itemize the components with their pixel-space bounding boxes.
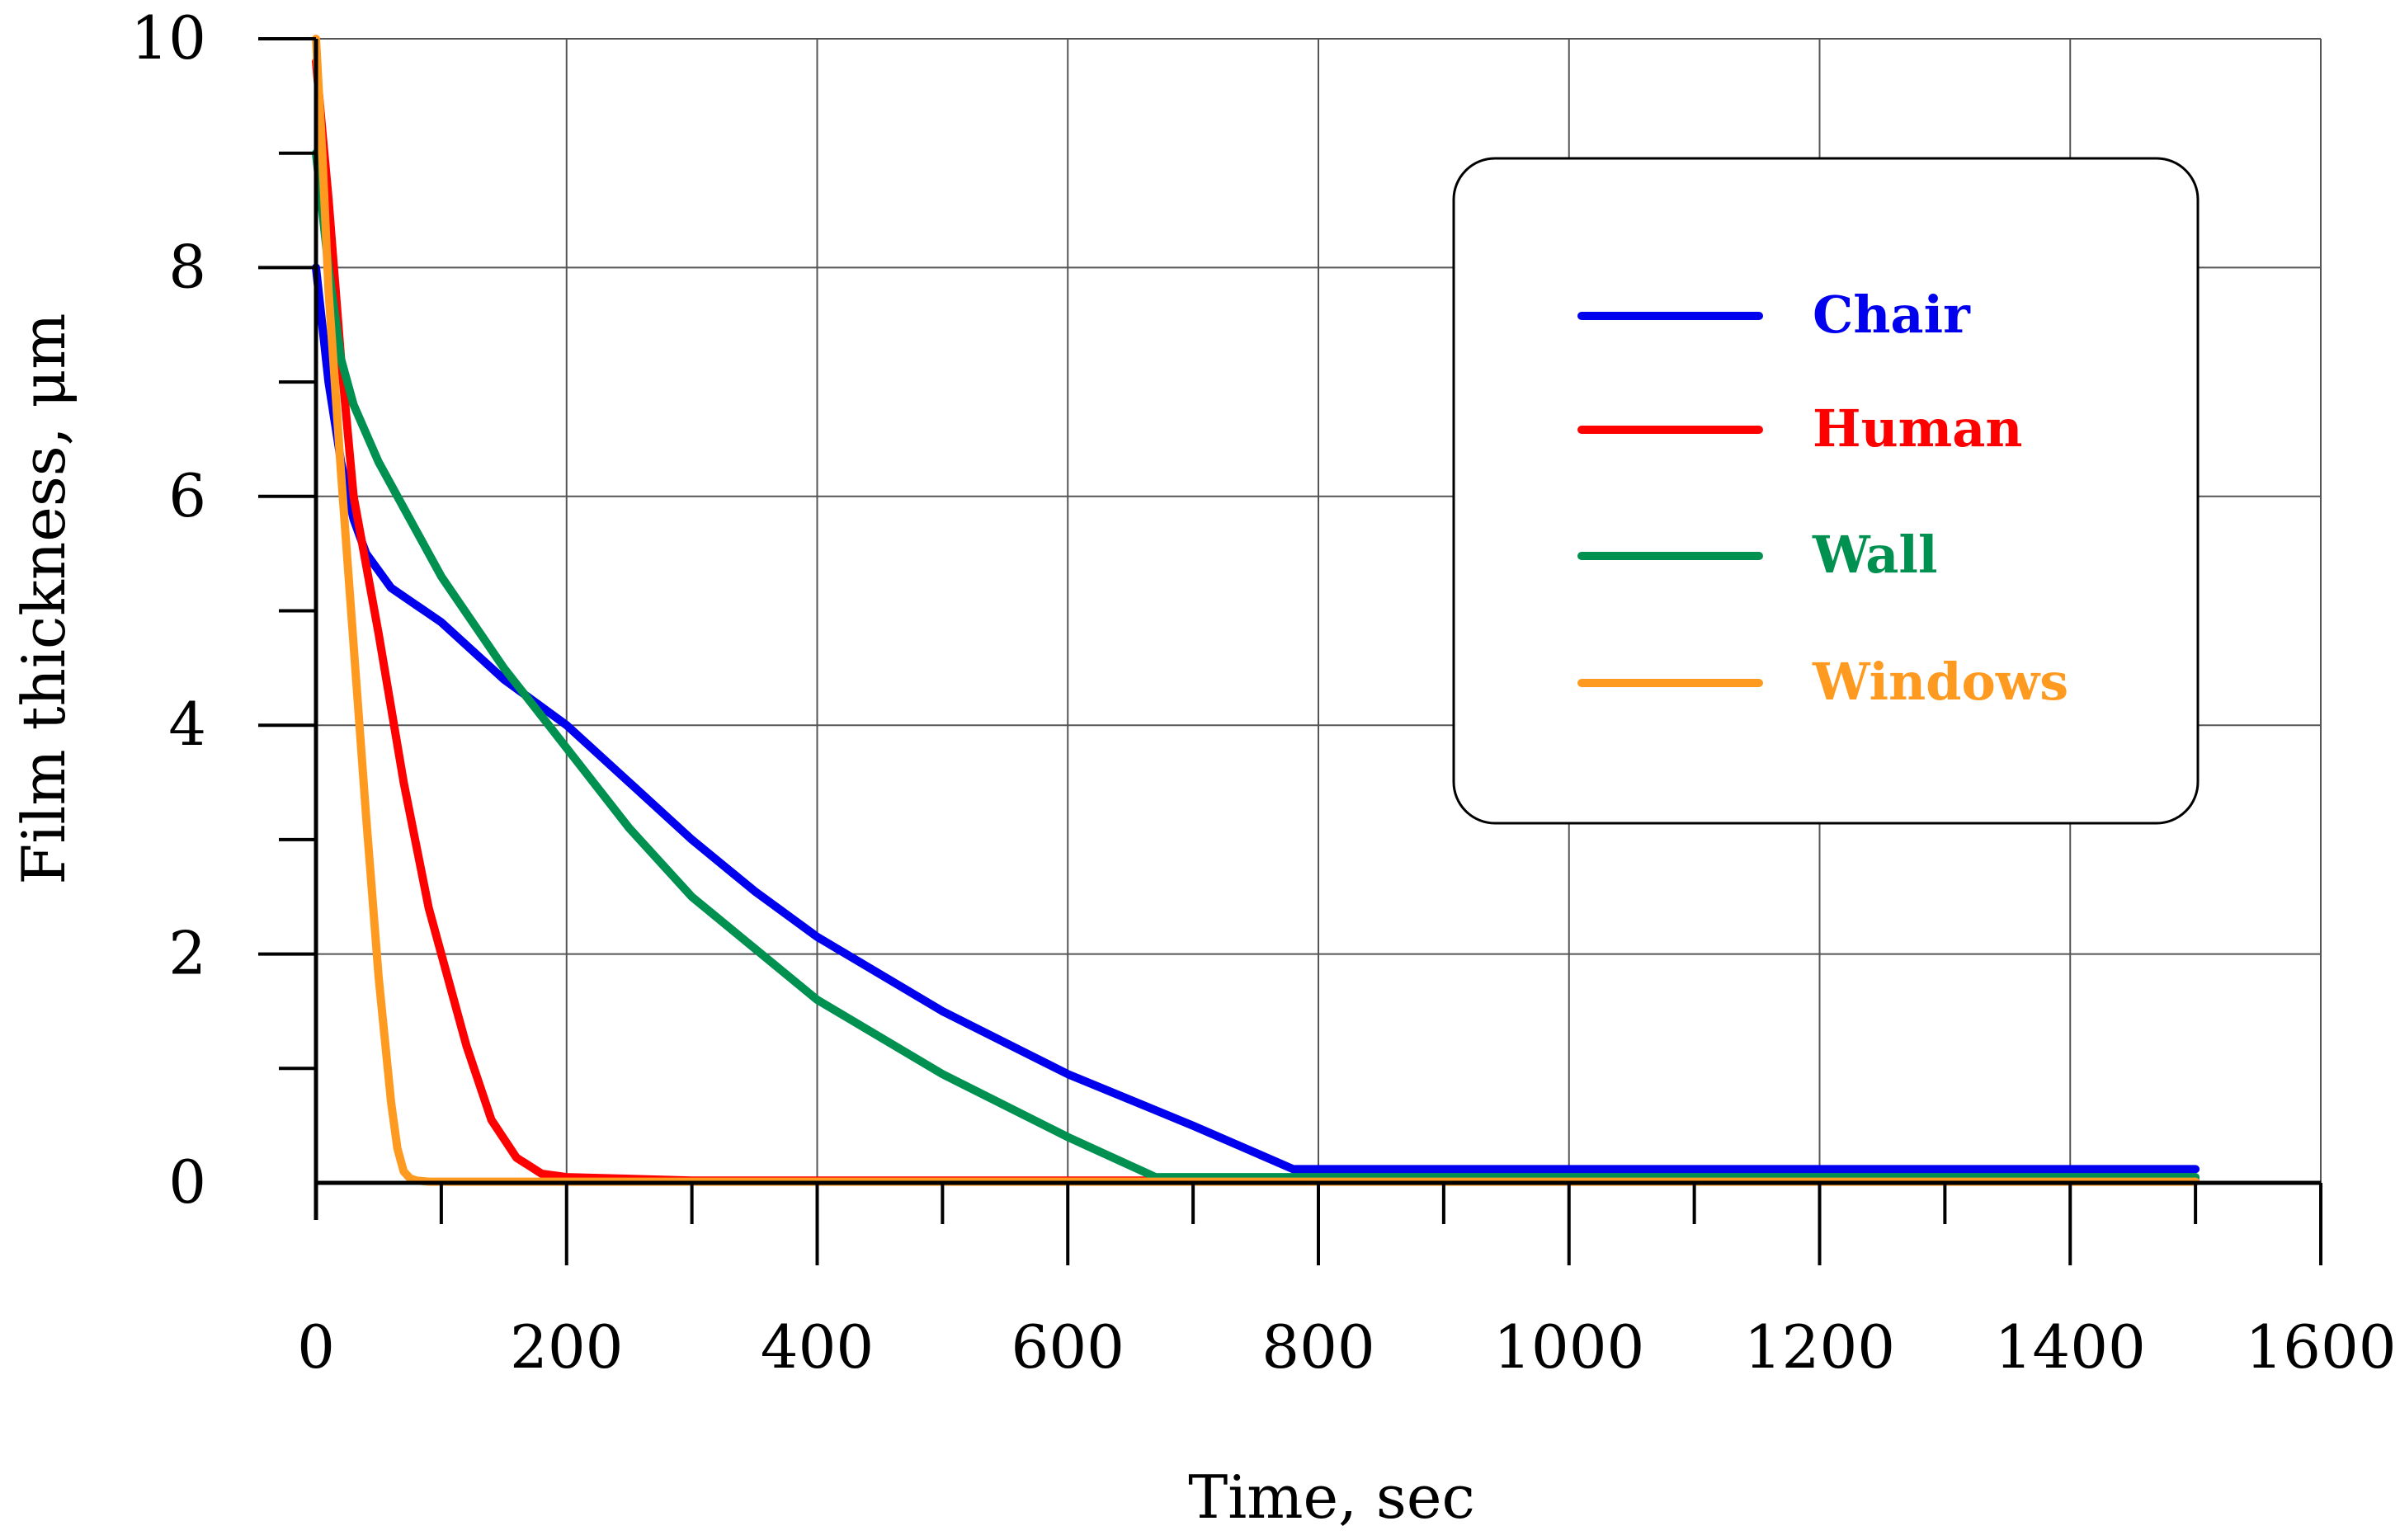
- y-tick-label: 2: [168, 919, 206, 988]
- x-tick-label: 0: [297, 1312, 335, 1382]
- legend-label-wall: Wall: [1812, 525, 1938, 585]
- x-tick-label: 1000: [1493, 1312, 1644, 1382]
- tick-labels: 0 200 400 600 800 1000 1200 1400 1600 0 2 4 6 8 10: [130, 3, 2396, 1382]
- y-tick-label: 10: [130, 3, 206, 73]
- y-tick-label: 8: [168, 232, 206, 301]
- x-axis-title: Time, sec: [1188, 1462, 1475, 1532]
- y-tick-label: 0: [168, 1147, 206, 1217]
- x-tick-label: 400: [761, 1312, 874, 1382]
- legend-label-human: Human: [1813, 398, 2023, 459]
- legend: Chair Human Wall Windows: [1452, 157, 2200, 825]
- series-line-wall: [312, 148, 2200, 1182]
- x-tick-label: 1600: [2245, 1312, 2396, 1382]
- y-axis-title: Film thickness, μm: [9, 313, 78, 884]
- x-tick-label: 1200: [1744, 1312, 1895, 1382]
- y-tick-label: 4: [168, 690, 206, 759]
- x-tick-label: 600: [1011, 1312, 1125, 1382]
- x-tick-label: 1400: [1995, 1312, 2146, 1382]
- x-tick-label: 800: [1261, 1312, 1374, 1382]
- ticks: [258, 37, 2322, 1265]
- legend-label-chair: Chair: [1813, 285, 1971, 345]
- y-tick-label: 6: [168, 461, 206, 530]
- legend-box: [1452, 157, 2200, 825]
- legend-label-windows: Windows: [1812, 652, 2068, 712]
- x-tick-label: 200: [510, 1312, 623, 1382]
- legend-items: Chair Human Wall Windows: [1577, 285, 2068, 712]
